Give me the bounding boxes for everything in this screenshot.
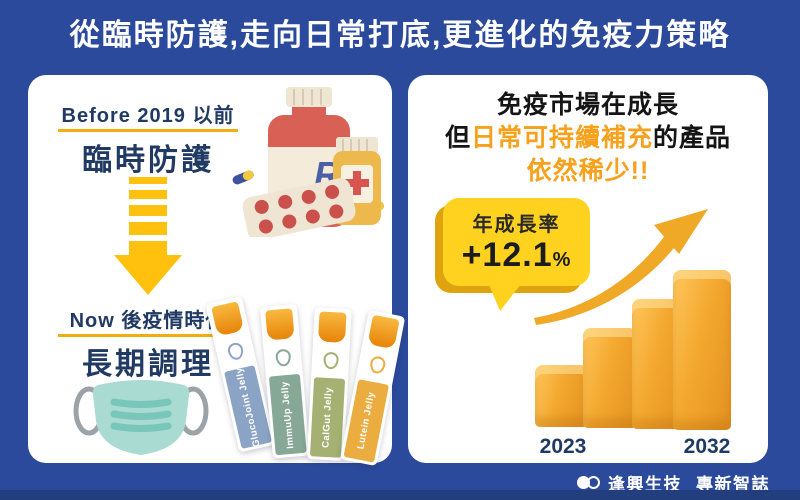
chart-bar-2023 xyxy=(535,365,588,427)
bottom-strip xyxy=(0,490,800,500)
jelly-top xyxy=(367,314,400,350)
headline-line1: 免疫市場在成長 xyxy=(496,91,679,119)
now-underline-divider xyxy=(58,334,238,337)
jelly-top xyxy=(265,308,295,341)
now-title: 長期調理 xyxy=(82,348,214,381)
pill-blister-icon xyxy=(242,178,356,237)
down-arrow-icon xyxy=(114,177,182,295)
stick-icon xyxy=(368,355,387,375)
year-label-start: 2023 xyxy=(539,435,587,458)
chart-bar xyxy=(583,328,637,428)
publication-name: 專新智誌 xyxy=(696,475,770,494)
headline-line3: 依然稀少!! xyxy=(526,157,650,185)
page-title: 從臨時防護,走向日常打底,更進化的免疫力策略 xyxy=(69,19,731,52)
jelly-stick-label: ImmuUp Jelly xyxy=(279,380,297,449)
now-label: Now 後疫情時代 xyxy=(69,310,227,332)
headline: 免疫市場在成長 但日常可持續補充的產品 依然稀少!! xyxy=(408,89,768,188)
before-label: Before 2019 以前 xyxy=(61,105,235,127)
jelly-stick-label: CalGut Jelly xyxy=(320,386,335,449)
year-label-end: 2032 xyxy=(683,435,731,458)
growth-rate-bubble: 年成長率 +12.1% xyxy=(443,198,590,311)
growth-rate-value: +12.1% xyxy=(461,236,572,274)
brand-logo-icon xyxy=(577,476,600,489)
stick-icon xyxy=(274,348,292,367)
chart-bar-2032 xyxy=(673,270,731,430)
before-title: 臨時防護 xyxy=(82,144,214,177)
stick-icon xyxy=(322,351,339,370)
medicine-bottles-illustration: Rx xyxy=(232,87,384,237)
growth-rate-label: 年成長率 xyxy=(472,214,561,236)
right-card: 免疫市場在成長 但日常可持續補充的產品 依然稀少!! 年成長率 +12.1% 2… xyxy=(408,75,768,463)
left-card: Before 2019 以前 臨時防護 Rx xyxy=(28,75,406,467)
jelly-top xyxy=(211,301,245,337)
bubble-tail xyxy=(488,284,521,311)
jelly-stick-label: Lutein Jelly xyxy=(355,391,378,451)
brand-name: 逢興生技 xyxy=(608,475,682,494)
face-mask-illustration xyxy=(73,380,209,455)
footer-brand: 逢興生技 專新智誌 xyxy=(577,470,770,495)
stick-icon xyxy=(226,341,245,362)
headline-line2: 但日常可持續補充的產品 xyxy=(444,124,732,152)
jelly-stick-label: GlucoJoint Jelly xyxy=(233,366,263,448)
before-underline-divider xyxy=(58,129,238,132)
jelly-sticks-illustration: GlucoJoint Jelly ImmuUp Jelly CalGut Jel… xyxy=(205,287,406,467)
jelly-top xyxy=(318,311,347,343)
trend-arrow-icon xyxy=(534,209,708,325)
